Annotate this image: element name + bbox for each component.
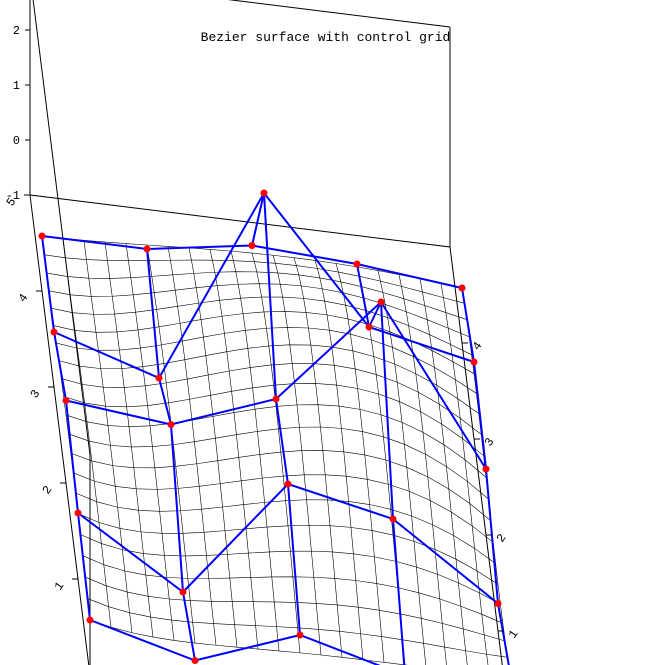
svg-text:2: 2 [13, 24, 20, 38]
svg-text:1: 1 [52, 579, 68, 593]
svg-text:1: 1 [506, 627, 522, 641]
svg-text:2: 2 [40, 483, 56, 497]
svg-text:4: 4 [16, 291, 32, 305]
surface-mesh [42, 236, 510, 665]
svg-text:3: 3 [28, 387, 44, 401]
svg-text:-1: -1 [6, 189, 20, 203]
svg-text:2: 2 [494, 531, 510, 545]
plot-canvas: 00.511.522.533.541234501234-101230 [0, 0, 651, 665]
svg-text:0: 0 [13, 134, 20, 148]
svg-text:1: 1 [13, 79, 20, 93]
